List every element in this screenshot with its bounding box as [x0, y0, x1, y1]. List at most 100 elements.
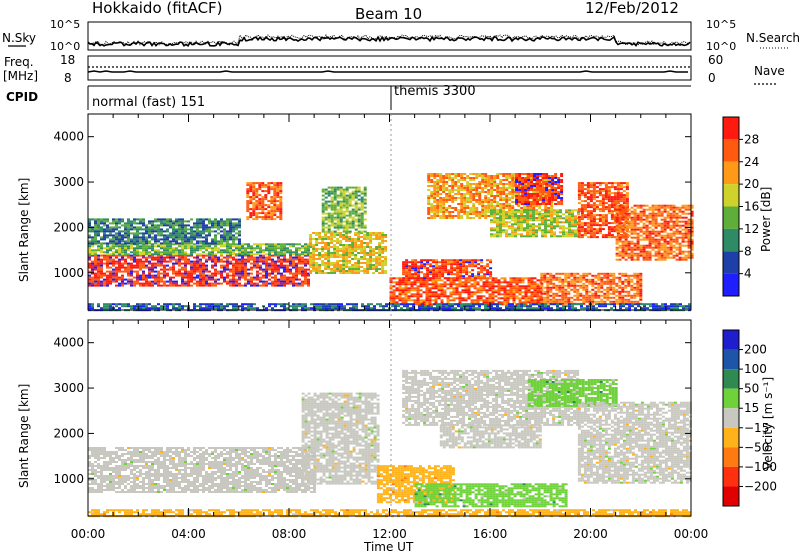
data-cell: [470, 295, 474, 298]
data-cell: [252, 218, 256, 221]
data-cell: [538, 207, 542, 209]
data-cell: [211, 230, 214, 233]
data-cell: [250, 262, 253, 265]
data-cell: [166, 272, 169, 275]
data-cell: [463, 209, 467, 211]
data-cell: [366, 236, 370, 238]
data-cell: [363, 224, 367, 227]
data-cell: [369, 266, 373, 268]
data-cell: [433, 193, 437, 195]
data-cell: [190, 232, 193, 235]
data-cell: [428, 291, 432, 294]
data-cell: [246, 194, 250, 197]
data-cell: [333, 202, 337, 205]
data-cell: [301, 253, 304, 256]
data-cell: [246, 218, 250, 221]
data-cell: [249, 200, 253, 203]
data-cell: [452, 299, 456, 302]
data-cell: [252, 186, 256, 189]
data-cell: [321, 190, 325, 193]
data-cell: [505, 225, 508, 228]
data-cell: [538, 213, 541, 216]
data-cell: [381, 256, 385, 258]
data-cell: [247, 258, 250, 261]
data-cell: [533, 183, 537, 185]
data-cell: [259, 266, 262, 269]
data-cell: [255, 188, 259, 191]
data-cell: [115, 249, 118, 252]
data-cell: [214, 238, 217, 241]
data-cell: [420, 259, 424, 262]
data-cell: [235, 254, 238, 257]
data-cell: [351, 224, 355, 227]
data-cell: [109, 228, 112, 231]
data-cell: [463, 195, 467, 197]
data-cell: [417, 277, 421, 280]
data-cell: [530, 185, 534, 187]
data-cell: [279, 188, 283, 191]
data-cell: [568, 219, 571, 222]
data-cell: [518, 199, 522, 201]
data-cell: [127, 222, 130, 225]
data-cell: [274, 245, 277, 248]
data-cell: [208, 242, 211, 245]
data-cell: [565, 221, 568, 224]
data-cell: [529, 213, 532, 216]
data-cell: [97, 240, 100, 243]
data-cell: [241, 251, 244, 254]
data-cell: [136, 226, 139, 229]
data-cell: [184, 256, 187, 259]
data-cell: [568, 211, 571, 214]
data-cell: [348, 262, 352, 264]
data-cell: [552, 274, 556, 277]
data-cell: [574, 219, 577, 222]
data-cell: [321, 220, 325, 223]
data-cell: [339, 244, 343, 246]
data-cell: [543, 280, 547, 283]
data-cell: [112, 274, 115, 277]
data-cell: [487, 183, 491, 185]
data-cell: [249, 188, 253, 191]
data-cell: [336, 262, 340, 264]
data-cell: [181, 238, 184, 241]
cpid-segment-1: normal (fast) 151: [92, 95, 205, 110]
data-cell: [160, 230, 163, 233]
data-cell: [497, 285, 501, 288]
data-cell: [304, 268, 307, 271]
data-cell: [142, 278, 145, 281]
data-cell: [429, 271, 433, 274]
data-cell: [127, 264, 130, 267]
data-cell: [273, 202, 277, 205]
data-cell: [333, 210, 337, 213]
data-cell: [265, 260, 268, 263]
data-cell: [163, 222, 166, 225]
data-cell: [401, 287, 405, 290]
data-cell: [432, 269, 436, 272]
data-cell: [205, 242, 208, 245]
data-cell: [193, 251, 196, 254]
data-cell: [490, 191, 494, 193]
data-cell: [324, 272, 328, 274]
data-cell: [468, 271, 472, 274]
data-cell: [475, 175, 479, 177]
data-cell: [384, 264, 388, 266]
data-cell: [557, 177, 561, 179]
data-cell: [363, 192, 367, 195]
data-cell: [88, 240, 91, 243]
data-cell: [467, 285, 471, 288]
data-cell: [229, 230, 232, 233]
data-cell: [445, 207, 449, 209]
data-cell: [265, 245, 268, 248]
data-cell: [552, 286, 556, 289]
data-cell: [289, 272, 292, 275]
data-cell: [342, 224, 346, 227]
data-cell: [567, 274, 571, 277]
data-cell: [258, 206, 262, 209]
data-cell: [451, 183, 455, 185]
data-cell: [229, 218, 232, 221]
data-cell: [540, 292, 544, 295]
data-cell: [502, 189, 506, 191]
data-cell: [274, 253, 277, 256]
data-cell: [527, 285, 531, 288]
data-cell: [283, 245, 286, 248]
